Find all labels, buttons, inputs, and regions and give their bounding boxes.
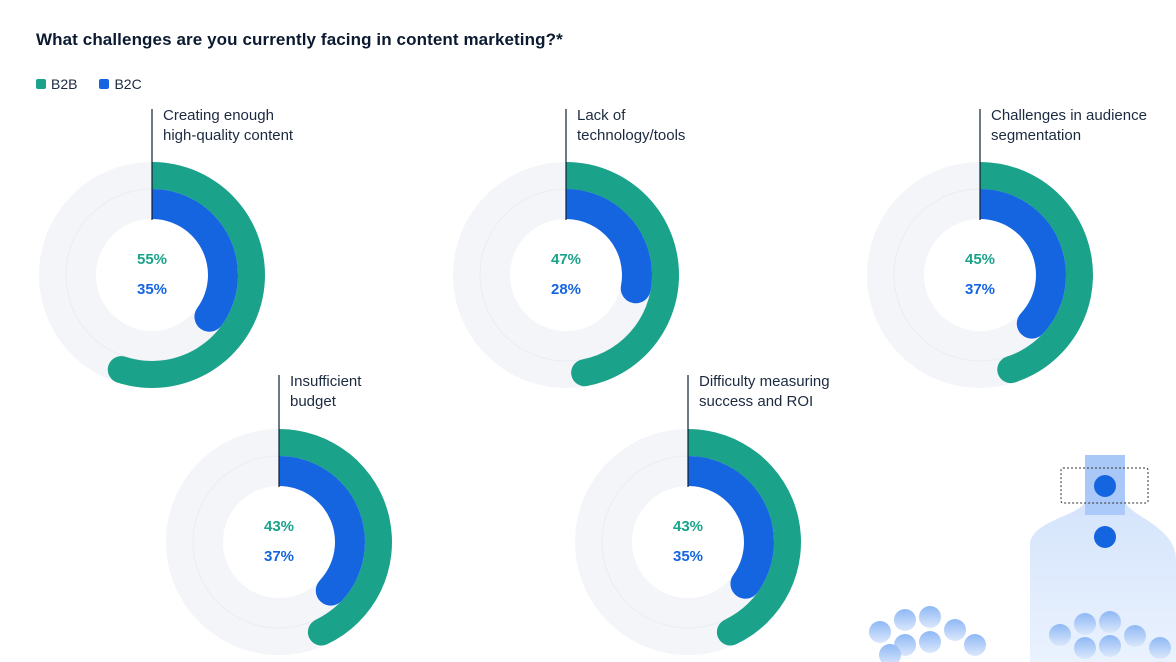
b2b-arc [107,162,266,388]
b2c-value-label: 35% [672,548,704,565]
chart-label-line: technology/tools [577,127,686,144]
b2c-arc [566,189,652,304]
chart-label-line: Lack of [577,107,626,124]
b2c-value-label: 37% [263,548,295,565]
center-disc [224,487,334,597]
legend-label-b2b: B2B [51,76,78,92]
center-disc [925,220,1035,330]
legend-item-b2c: B2C [99,76,142,92]
legend-label-b2c: B2C [114,76,142,92]
radial-chart-2 [453,109,680,388]
b2c-arc [279,456,365,606]
chart-label-line: Challenges in audience [991,107,1147,124]
b2b-arc [688,429,801,646]
b2b-value-label: 45% [964,251,996,268]
b2c-value-label: 37% [964,281,996,298]
chart-label-line: Insufficient [290,373,362,390]
legend-item-b2b: B2B [36,76,77,92]
radial-chart-3 [867,109,1093,388]
b2c-value-label: 28% [550,281,582,298]
legend-swatch-b2c [99,79,110,89]
b2b-value-label: 43% [672,518,704,535]
radial-chart-4 [166,375,392,655]
legend: B2B B2C [36,76,142,92]
legend-swatch-b2b [36,79,46,89]
b2b-arc [566,162,680,387]
b2c-value-label: 35% [136,281,168,298]
chart-label: Creating enough high-quality content [163,106,293,146]
chart-label: Lack of technology/tools [577,106,685,146]
radial-chart-5 [575,375,801,655]
chart-label-line: Difficulty measuring [699,373,830,390]
b2c-arc [688,456,774,599]
center-disc [511,220,621,330]
b2c-arc [152,189,238,332]
b2b-value-label: 47% [550,251,582,268]
chart-label-line: high-quality content [163,127,294,144]
b2c-arc [980,189,1066,339]
center-disc [633,487,743,597]
b2b-value-label: 55% [136,251,168,268]
chart-label: Difficulty measuring success and ROI [699,372,830,412]
radial-chart-1 [39,109,266,388]
chart-label-line: success and ROI [699,393,814,410]
chart-label-line: segmentation [991,127,1082,144]
b2b-arc [279,429,392,646]
b2b-value-label: 43% [263,518,295,535]
chart-label: Insufficient budget [290,372,361,412]
center-disc [97,220,207,330]
chart-label-line: budget [290,393,336,410]
chart-title: What challenges are you currently facing… [36,30,563,49]
b2b-arc [980,162,1093,384]
chart-label: Challenges in audience segmentation [991,106,1147,146]
chart-label-line: Creating enough [163,107,274,124]
